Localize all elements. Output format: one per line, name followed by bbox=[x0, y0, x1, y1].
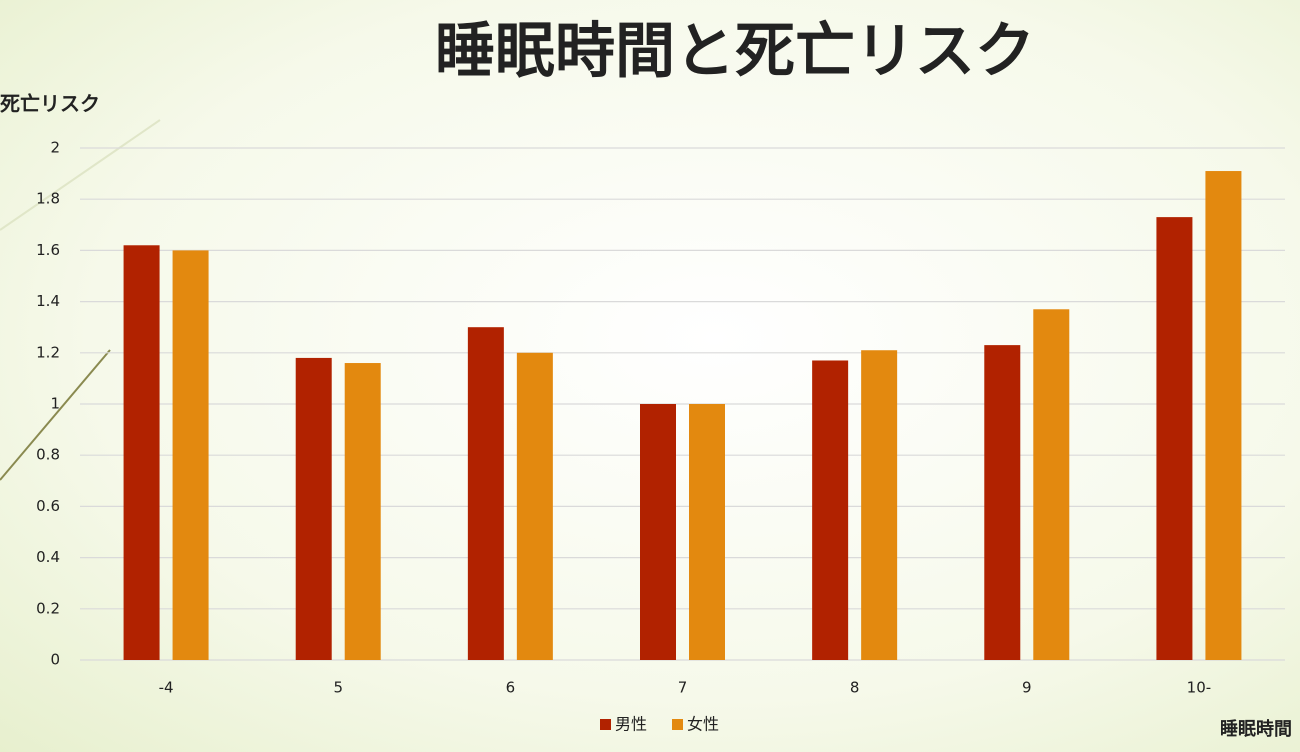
y-tick-label: 0 bbox=[50, 651, 60, 669]
bar bbox=[516, 352, 553, 660]
x-tick-label: 9 bbox=[1022, 679, 1032, 697]
x-tick-label: 6 bbox=[506, 679, 516, 697]
decoration bbox=[0, 119, 161, 231]
x-tick-label: 5 bbox=[333, 679, 343, 697]
y-tick-label: 0.4 bbox=[36, 548, 60, 566]
bar bbox=[1156, 217, 1193, 660]
x-axis-label: 睡眠時間 bbox=[1220, 719, 1292, 740]
bar bbox=[1205, 171, 1242, 661]
bar bbox=[1033, 309, 1070, 660]
y-axis-label: 死亡リスク bbox=[0, 92, 100, 116]
legend-label: 男性 bbox=[615, 715, 647, 734]
bar bbox=[640, 404, 676, 660]
x-tick-label: -4 bbox=[159, 679, 174, 697]
bar bbox=[689, 404, 725, 660]
bar bbox=[295, 357, 332, 660]
y-tick-label: 0.6 bbox=[36, 497, 60, 515]
bar bbox=[172, 250, 209, 660]
bar bbox=[861, 350, 898, 660]
decoration bbox=[0, 349, 111, 481]
bar bbox=[123, 245, 160, 660]
x-tick-label: 10- bbox=[1187, 679, 1212, 697]
y-tick-label: 1 bbox=[50, 395, 60, 413]
legend-label: 女性 bbox=[687, 715, 719, 734]
chart-title: 睡眠時間と死亡リスク bbox=[435, 17, 1035, 87]
legend-swatch bbox=[672, 719, 683, 730]
bar bbox=[984, 345, 1021, 660]
y-tick-label: 1.6 bbox=[36, 241, 60, 259]
y-tick-label: 0.8 bbox=[36, 446, 60, 464]
x-tick-label: 8 bbox=[850, 679, 860, 697]
bar bbox=[812, 360, 849, 660]
y-tick-label: 1.2 bbox=[36, 343, 60, 361]
y-tick-label: 0.2 bbox=[36, 599, 60, 617]
legend-swatch bbox=[600, 719, 611, 730]
bar bbox=[344, 363, 381, 660]
bar bbox=[467, 327, 504, 660]
y-tick-label: 2 bbox=[50, 139, 60, 157]
y-tick-label: 1.8 bbox=[36, 190, 60, 208]
x-tick-label: 7 bbox=[678, 679, 688, 697]
y-tick-label: 1.4 bbox=[36, 292, 60, 310]
